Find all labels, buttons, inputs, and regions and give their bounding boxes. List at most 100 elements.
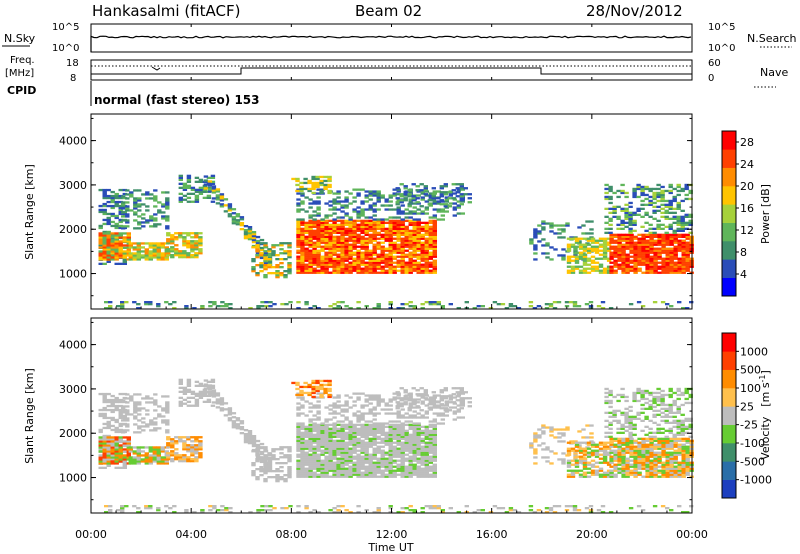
velocity-cell [190,436,195,439]
velocity-cell [118,440,123,443]
power-cell [677,263,682,266]
velocity-cell [364,473,369,476]
power-cell [315,181,320,185]
power-cell [118,226,123,230]
velocity-cell [360,431,365,434]
velocity-cell [102,412,107,416]
power-cell [376,255,381,258]
velocity-cell [141,407,146,410]
velocity-cell [376,509,381,512]
velocity-cell [102,466,107,469]
velocity-cell [332,404,337,407]
velocity-cell [372,394,377,397]
power-cell [392,245,397,248]
power-cell [336,271,341,274]
velocity-cell [308,418,313,421]
power-cell [368,265,373,268]
power-cell [149,197,154,200]
velocity-cell [161,407,166,410]
power-cell [328,257,333,260]
velocity-cell [404,469,409,472]
velocity-cell [312,449,317,452]
power-cell [248,307,253,310]
power-cell [384,233,389,236]
power-cell [372,202,377,205]
power-cell [348,247,353,250]
velocity-cell [324,467,329,470]
velocity-cell [316,511,321,514]
power-cell [652,211,657,214]
power-cell [685,257,690,260]
velocity-cell [396,473,401,476]
power-cell [448,192,453,195]
power-cell [178,234,183,237]
power-cell [182,194,188,197]
velocity-cell [122,392,127,396]
velocity-cell [304,475,309,478]
velocity-cell [308,455,313,458]
velocity-cell [263,458,268,461]
velocity-cell [304,414,309,417]
power-cell [404,229,409,232]
power-cell [672,195,677,199]
power-cell [144,250,149,253]
velocity-cell [352,392,357,395]
velocity-cell [360,439,365,442]
velocity-cell [400,437,405,440]
power-cell [388,219,393,222]
power-cell [174,254,179,257]
power-cell [416,271,421,274]
power-cell [352,208,357,211]
velocity-cell [412,451,417,454]
power-cell [400,249,405,252]
power-cell [677,267,682,270]
power-cell [416,241,421,244]
power-cell [384,231,389,234]
velocity-cell [160,458,165,461]
velocity-cell [136,458,141,461]
velocity-cell [235,417,241,420]
power-cell [156,258,161,261]
velocity-cell [106,426,111,430]
velocity-cell [308,471,313,474]
power-cell [632,229,637,232]
power-cell [360,212,365,215]
velocity-cell [400,414,405,417]
velocity-cell [420,473,425,476]
power-cell [114,204,119,208]
power-cell [384,257,389,260]
power-cell [432,223,437,226]
velocity-cell [275,448,280,451]
power-cell [621,253,626,256]
velocity-cell [348,425,353,428]
power-cell [428,231,433,234]
power-cell [388,251,393,254]
power-cell [356,194,361,197]
power-cell [148,254,153,257]
power-cell [348,219,353,222]
power-cell [640,207,645,210]
velocity-cell [396,416,401,419]
velocity-cell [328,437,333,440]
power-cell [300,235,305,238]
velocity-cell [352,435,357,438]
velocity-cell [219,407,225,410]
velocity-cell [372,439,377,442]
power-cell [98,250,103,253]
velocity-cell [118,450,123,453]
velocity-cell [380,439,385,442]
power-cell [356,263,361,266]
power-cell [164,246,169,249]
velocity-cell [376,427,381,430]
power-cell [432,229,437,232]
power-cell [637,267,642,270]
power-cell [356,249,361,252]
power-cell [304,225,309,228]
power-cell [308,257,313,260]
power-cell [392,241,397,244]
power-cell [190,240,195,243]
power-cell [411,199,416,202]
power-cell [122,256,127,259]
power-cell [368,229,373,232]
power-cell [392,219,397,222]
